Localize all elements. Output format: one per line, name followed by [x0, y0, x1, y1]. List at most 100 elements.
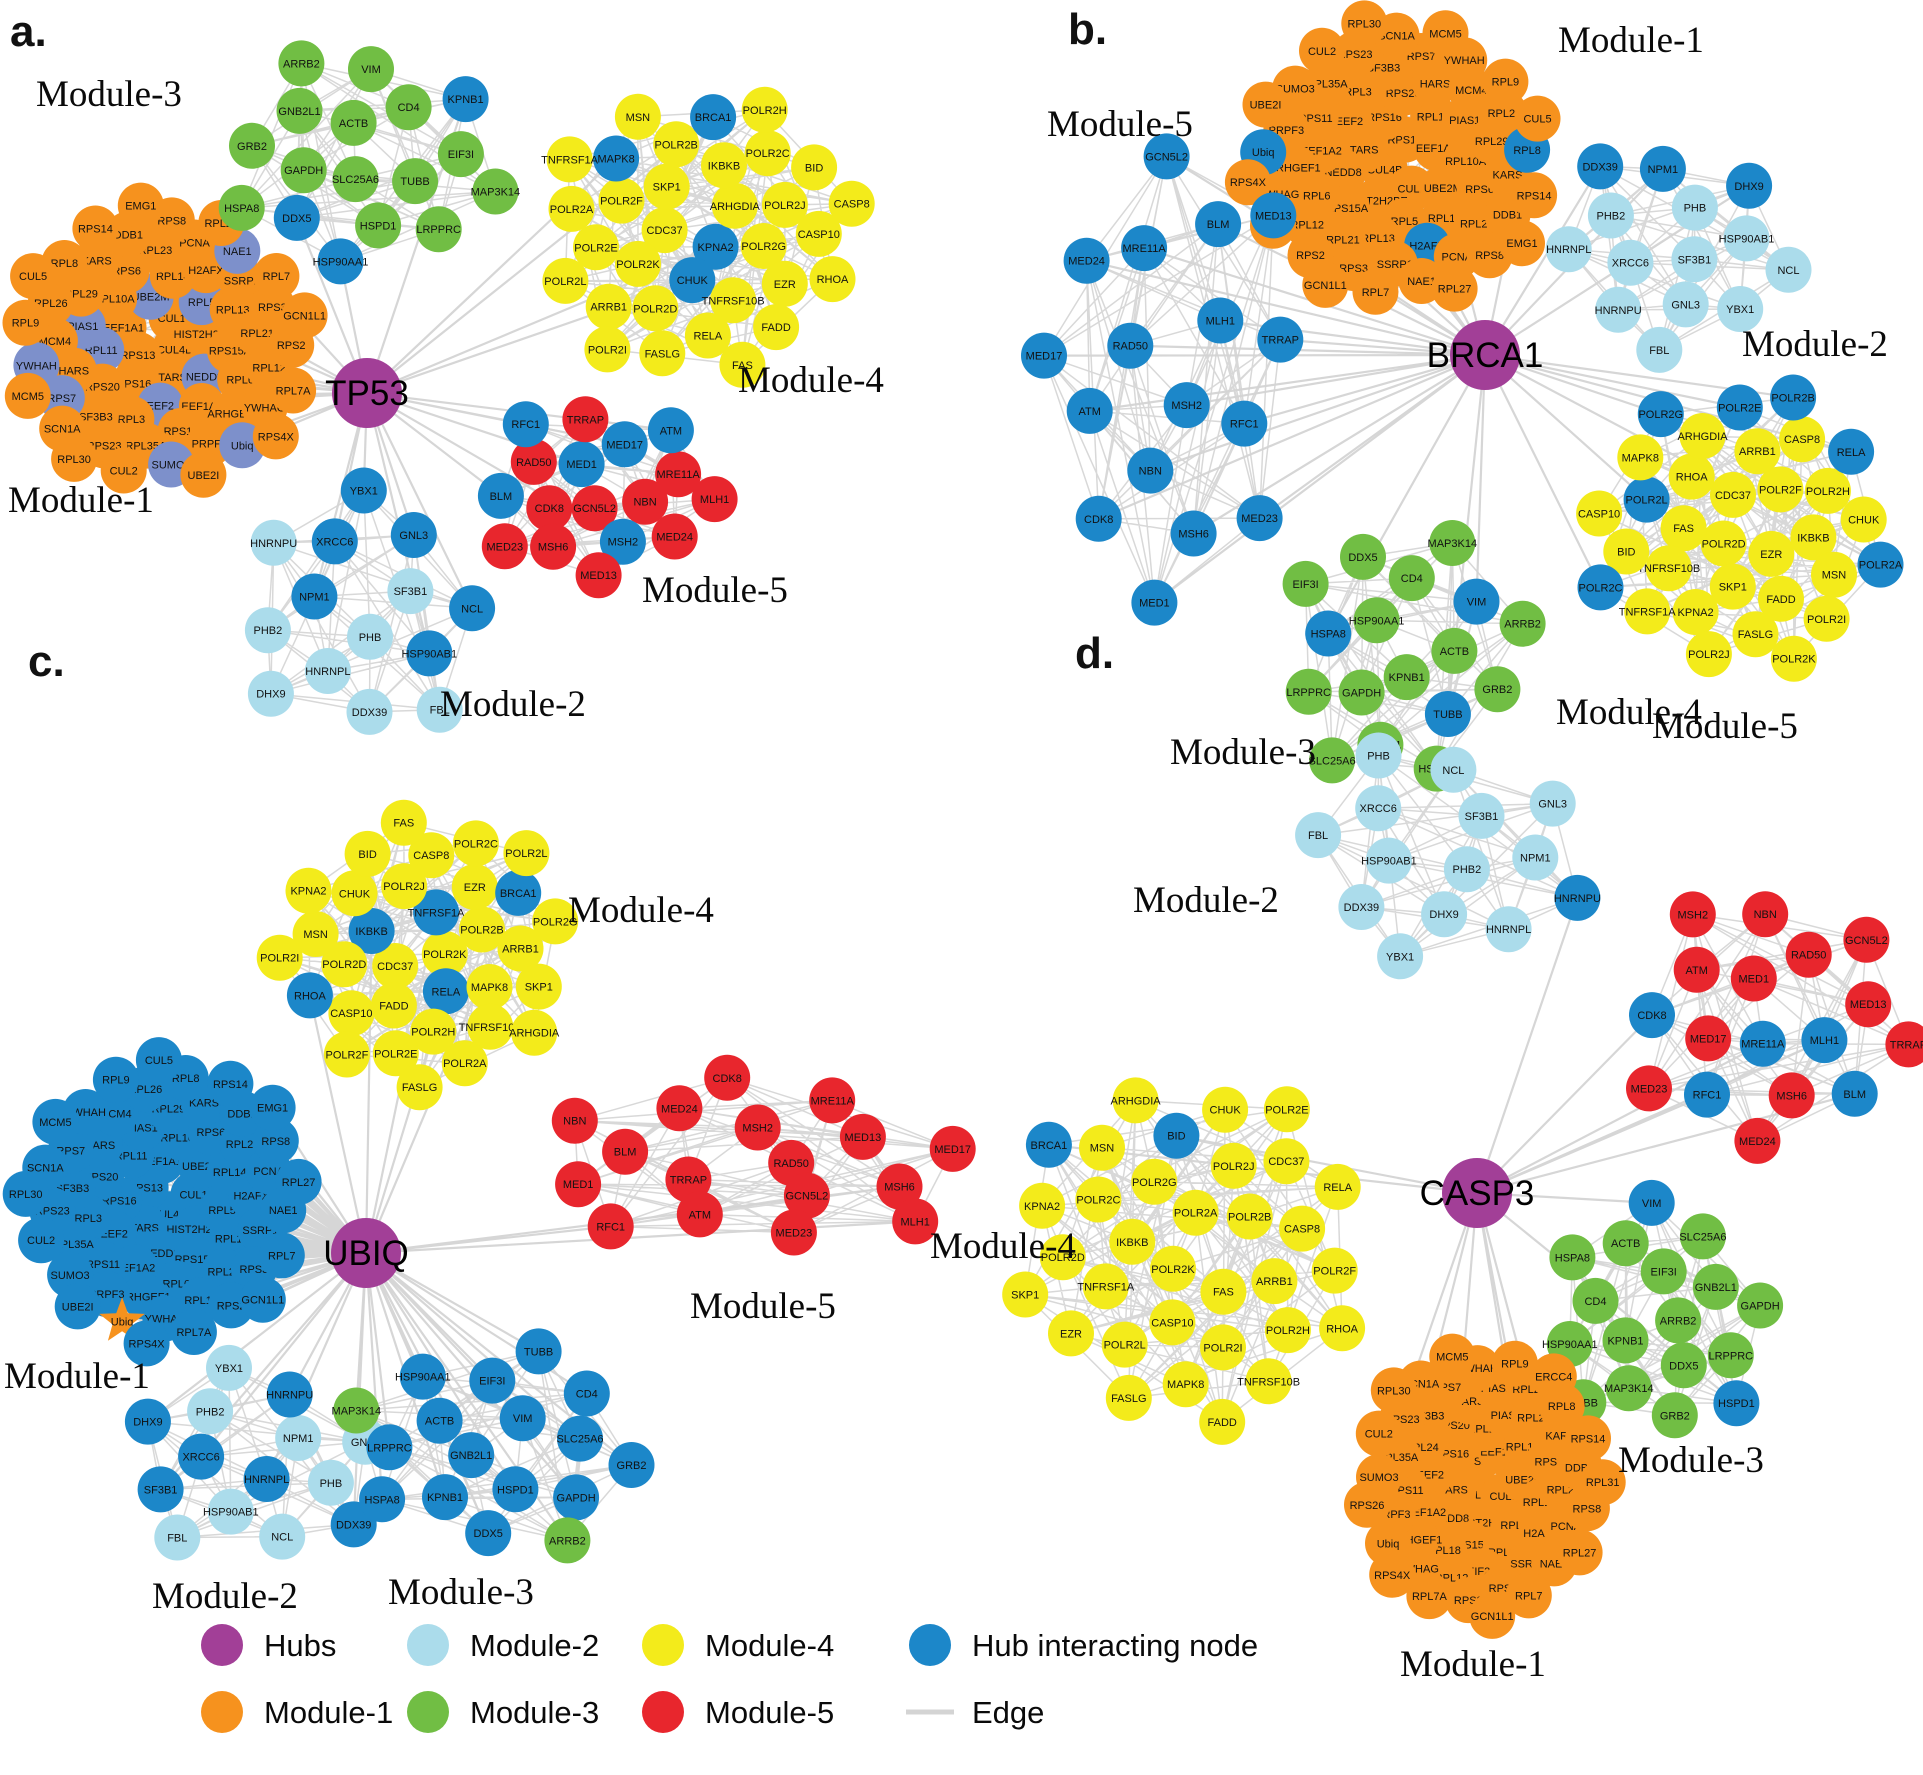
node-a-HSP90AB1[interactable]: HSP90AB1 — [401, 630, 457, 677]
node-b-HNRNPL[interactable]: HNRNPL — [1545, 226, 1592, 273]
node-b-RFC1[interactable]: RFC1 — [1221, 400, 1268, 447]
node-b-ARRB1[interactable]: ARRB1 — [1734, 428, 1781, 475]
node-c-POLR2C[interactable]: POLR2C — [452, 820, 499, 867]
node-b-ATM[interactable]: ATM — [1066, 387, 1113, 434]
node-d-MCM5[interactable]: MCM5 — [1429, 1333, 1476, 1380]
node-a-MED13[interactable]: MED13 — [575, 552, 622, 599]
node-a-MED24[interactable]: MED24 — [651, 513, 698, 560]
node-a-POLR2A[interactable]: POLR2A — [548, 185, 595, 232]
node-c-MED13[interactable]: MED13 — [839, 1113, 886, 1160]
node-b-SF3B1[interactable]: SF3B1 — [1671, 236, 1718, 283]
node-b-FASLG[interactable]: FASLG — [1732, 611, 1779, 658]
node-b-YBX1[interactable]: YBX1 — [1717, 286, 1764, 332]
node-d-LRPPRC[interactable]: LRPPRC — [1707, 1332, 1754, 1379]
node-a-XRCC6[interactable]: XRCC6 — [311, 518, 358, 565]
node-b-GRB2[interactable]: GRB2 — [1474, 666, 1521, 713]
node-d-SKP1[interactable]: SKP1 — [1002, 1271, 1049, 1318]
node-d-RPL9[interactable]: RPL9 — [1491, 1340, 1538, 1387]
node-c-FBL[interactable]: FBL — [154, 1514, 201, 1561]
node-d-TNFRSF10B[interactable]: TNFRSF10B — [1237, 1358, 1300, 1405]
node-b-MAP3K14[interactable]: MAP3K14 — [1428, 520, 1478, 566]
node-d-CHUK[interactable]: CHUK — [1202, 1086, 1249, 1133]
node-c-GRB2[interactable]: GRB2 — [608, 1442, 655, 1488]
node-d-TNFRSF1A[interactable]: TNFRSF1A — [1077, 1263, 1135, 1310]
node-b-POLR2G[interactable]: POLR2G — [1637, 391, 1684, 438]
node-c-SLC25A6[interactable]: SLC25A6 — [556, 1415, 604, 1462]
node-c-POLR2D[interactable]: POLR2D — [321, 941, 368, 988]
node-c-FASLG[interactable]: FASLG — [396, 1064, 443, 1111]
node-b-VIM[interactable]: VIM — [1453, 578, 1500, 625]
node-b-TUBB[interactable]: TUBB — [1424, 691, 1471, 737]
node-d-DDX39[interactable]: DDX39 — [1338, 884, 1385, 930]
node-b-DDX39[interactable]: DDX39 — [1577, 143, 1624, 190]
node-d-CDK8[interactable]: CDK8 — [1629, 992, 1675, 1039]
node-a-GCN5L2[interactable]: GCN5L2 — [571, 485, 618, 532]
node-a-RAD50[interactable]: RAD50 — [510, 438, 557, 485]
node-d-FBL[interactable]: FBL — [1295, 812, 1342, 859]
node-b-CASP10[interactable]: CASP10 — [1576, 490, 1623, 537]
node-a-MSN[interactable]: MSN — [614, 93, 661, 140]
node-c-POLR2L[interactable]: POLR2L — [503, 830, 550, 877]
node-a-POLR2J[interactable]: POLR2J — [761, 181, 808, 228]
node-c-VIM[interactable]: VIM — [499, 1395, 546, 1442]
node-b-POLR2B[interactable]: POLR2B — [1770, 374, 1817, 421]
node-d-NCL[interactable]: NCL — [1430, 746, 1477, 793]
node-a-RFC1[interactable]: RFC1 — [502, 401, 549, 448]
node-a-KPNB1[interactable]: KPNB1 — [442, 76, 489, 123]
node-b-NCL[interactable]: NCL — [1765, 246, 1812, 293]
node-b-EZR[interactable]: EZR — [1748, 530, 1795, 577]
node-d-GCN1L1[interactable]: GCN1L1 — [1469, 1592, 1516, 1639]
node-d-CASP10[interactable]: CASP10 — [1149, 1299, 1196, 1346]
node-c-HSP90AA1[interactable]: HSP90AA1 — [395, 1353, 451, 1400]
node-a-KPNA2[interactable]: KPNA2 — [692, 223, 739, 270]
node-c-BID[interactable]: BID — [344, 830, 391, 877]
node-c-CHUK[interactable]: CHUK — [331, 870, 378, 917]
node-b-POLR2I[interactable]: POLR2I — [1803, 595, 1850, 642]
node-d-GAPDH[interactable]: GAPDH — [1737, 1282, 1784, 1329]
node-d-RPS14[interactable]: RPS14 — [1565, 1415, 1611, 1462]
node-a-IKBKB[interactable]: IKBKB — [701, 142, 747, 189]
node-c-MSN[interactable]: MSN — [292, 911, 339, 957]
node-a-SLC25A6[interactable]: SLC25A6 — [332, 156, 379, 203]
node-b-EMG1[interactable]: EMG1 — [1499, 220, 1545, 267]
node-c-LRPPRC[interactable]: LRPPRC — [366, 1424, 413, 1471]
node-b-XRCC6[interactable]: XRCC6 — [1607, 239, 1654, 286]
node-a-NBN[interactable]: NBN — [622, 478, 669, 525]
node-a-VIM[interactable]: VIM — [348, 46, 394, 93]
node-c-RELA[interactable]: RELA — [422, 968, 469, 1015]
node-a-UBE2I[interactable]: UBE2I — [180, 451, 227, 498]
node-a-MED23[interactable]: MED23 — [481, 523, 528, 570]
node-d-TRRAP[interactable]: TRRAP — [1885, 1021, 1923, 1068]
node-d-SLC25A6[interactable]: SLC25A6 — [1679, 1213, 1726, 1260]
node-b-MED17[interactable]: MED17 — [1021, 332, 1067, 379]
node-b-BID[interactable]: BID — [1603, 528, 1650, 575]
node-a-HSP90AA1[interactable]: HSP90AA1 — [313, 238, 369, 285]
node-b-MSH6[interactable]: MSH6 — [1170, 510, 1217, 557]
node-d-RPL31[interactable]: RPL31 — [1579, 1459, 1626, 1506]
node-d-XRCC6[interactable]: XRCC6 — [1355, 785, 1402, 832]
node-d-POLR2A[interactable]: POLR2A — [1172, 1189, 1219, 1236]
node-a-TNFRSF10B[interactable]: TNFRSF10B — [702, 277, 765, 324]
node-d-MSN[interactable]: MSN — [1079, 1124, 1125, 1171]
node-c-RPL27[interactable]: RPL27 — [275, 1158, 322, 1205]
node-c-EZR[interactable]: EZR — [451, 864, 498, 910]
node-c-CDC37[interactable]: CDC37 — [372, 943, 419, 989]
node-c-NCL[interactable]: NCL — [259, 1513, 306, 1560]
node-d-HSPD1[interactable]: HSPD1 — [1713, 1380, 1760, 1427]
node-b-HNRNPU[interactable]: HNRNPU — [1595, 286, 1642, 333]
node-b-POLR2J[interactable]: POLR2J — [1685, 631, 1732, 678]
node-b-POLR2A[interactable]: POLR2A — [1857, 541, 1904, 588]
node-c-TNFRSF1A[interactable]: TNFRSF1A — [408, 889, 466, 936]
node-b-SKP1[interactable]: SKP1 — [1709, 563, 1756, 610]
node-d-RHOA[interactable]: RHOA — [1319, 1305, 1366, 1352]
node-b-CUL5[interactable]: CUL5 — [1514, 95, 1561, 142]
node-b-FBL[interactable]: FBL — [1636, 326, 1683, 373]
node-a-YBX1[interactable]: YBX1 — [340, 467, 387, 514]
node-d-GRB2[interactable]: GRB2 — [1651, 1392, 1698, 1439]
node-c-POLR2F[interactable]: POLR2F — [323, 1031, 370, 1078]
node-a-LRPPRC[interactable]: LRPPRC — [415, 206, 462, 253]
node-d-PHB2[interactable]: PHB2 — [1443, 846, 1490, 893]
node-b-MSH2[interactable]: MSH2 — [1163, 382, 1210, 429]
node-a-POLR2C[interactable]: POLR2C — [744, 130, 791, 177]
node-d-GNL3[interactable]: GNL3 — [1529, 780, 1576, 827]
